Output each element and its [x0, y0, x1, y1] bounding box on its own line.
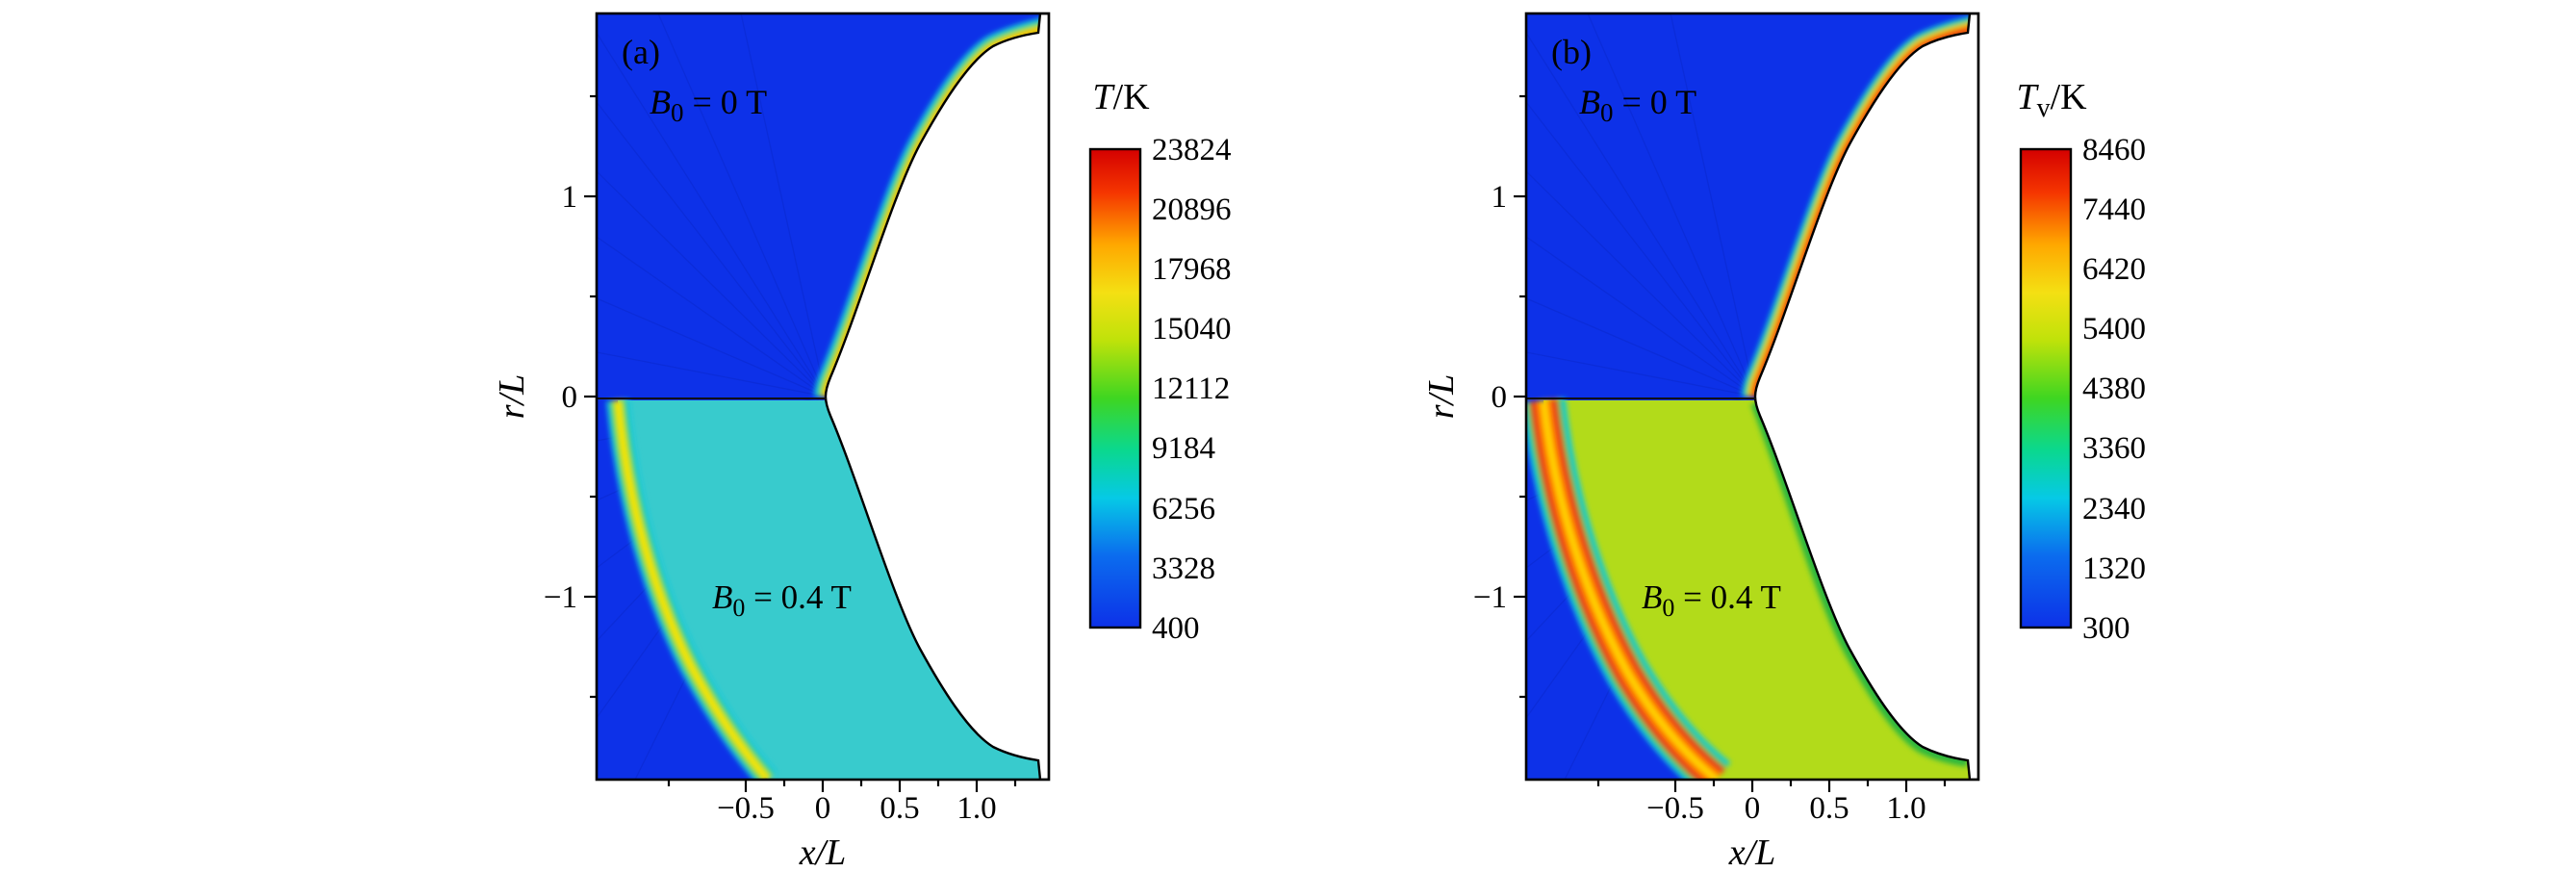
x-axis-label: x/L [1728, 833, 1776, 872]
annotation-b0-field: B0 = 0.4 T [712, 578, 852, 622]
colorbar-tick-label: 17968 [1152, 252, 1232, 287]
y-axis-label: r/L [492, 374, 532, 419]
colorbar-b-title: Tv/K [2016, 77, 2087, 123]
colorbar-tick-label: 300 [2082, 611, 2130, 646]
panel-a-detached-shock-front [606, 398, 778, 780]
colorbar-tick-label: 6420 [2082, 252, 2146, 287]
x-axis-label: x/L [799, 833, 847, 872]
colorbar-tick-label: 3328 [1152, 551, 1215, 586]
colorbar-tick-label: 12112 [1152, 372, 1230, 406]
panel-a: −0.5 0 0.5 1.0 1 0 −1 x/L r/L (a) B0 = 0… [492, 12, 1051, 872]
colorbar-b: Tv/K 8460 7440 6420 5400 4380 3360 2340 … [2016, 77, 2146, 646]
y-tick-label: −1 [1473, 580, 1507, 615]
x-tick-label: 0.5 [880, 791, 919, 826]
panel-b-ticks [1514, 94, 1947, 792]
panel-a-field [597, 13, 1049, 780]
annotation-b0-zero: B0 = 0 T [1579, 83, 1696, 127]
panel-b-detached-shock-front [1526, 398, 1731, 780]
panel-a-ticks [584, 94, 1017, 792]
colorbar-tick-label: 23824 [1152, 133, 1232, 167]
y-tick-label: 1 [562, 180, 578, 215]
annotation-b0-field: B0 = 0.4 T [1642, 578, 1781, 622]
colorbar-tick-label: 1320 [2082, 551, 2146, 586]
annotation-b0-zero: B0 = 0 T [650, 83, 767, 127]
x-tick-label: −0.5 [1646, 791, 1704, 826]
colorbar-tick-label: 2340 [2082, 492, 2146, 526]
colorbar-tick-label: 4380 [2082, 372, 2146, 406]
colorbar-tick-label: 15040 [1152, 312, 1232, 346]
colorbar-a: T/K 23824 20896 17968 15040 12112 9184 6… [1088, 77, 1232, 646]
x-tick-label: 0 [1745, 791, 1761, 826]
colorbar-tick-label: 20896 [1152, 192, 1232, 227]
colorbar-tick-label: 9184 [1152, 431, 1215, 466]
colorbar-tick-label: 400 [1152, 611, 1200, 646]
colorbar-a-gradient [1088, 147, 1142, 629]
x-tick-label: 0 [815, 791, 831, 826]
panel-b-field [1526, 13, 1978, 780]
colorbar-b-gradient [2019, 147, 2073, 629]
colorbar-tick-label: 5400 [2082, 312, 2146, 346]
x-tick-label: −0.5 [717, 791, 775, 826]
x-tick-label: 0.5 [1809, 791, 1849, 826]
panel-b: −0.5 0 0.5 1.0 1 0 −1 x/L r/L (b) B0 = 0… [1421, 12, 1980, 872]
x-tick-label: 1.0 [956, 791, 996, 826]
colorbar-tick-label: 3360 [2082, 431, 2146, 466]
x-tick-label: 1.0 [1886, 791, 1926, 826]
colorbar-tick-label: 8460 [2082, 133, 2146, 167]
colorbar-a-title: T/K [1092, 77, 1150, 117]
y-tick-label: 0 [1492, 380, 1508, 415]
y-tick-label: 1 [1492, 180, 1508, 215]
y-axis-label: r/L [1421, 374, 1462, 419]
colorbar-tick-label: 6256 [1152, 492, 1215, 526]
panel-tag: (a) [622, 33, 660, 71]
y-tick-label: −1 [544, 580, 577, 615]
y-tick-label: 0 [562, 380, 578, 415]
panel-tag: (b) [1551, 33, 1592, 71]
colorbar-tick-label: 7440 [2082, 192, 2146, 227]
